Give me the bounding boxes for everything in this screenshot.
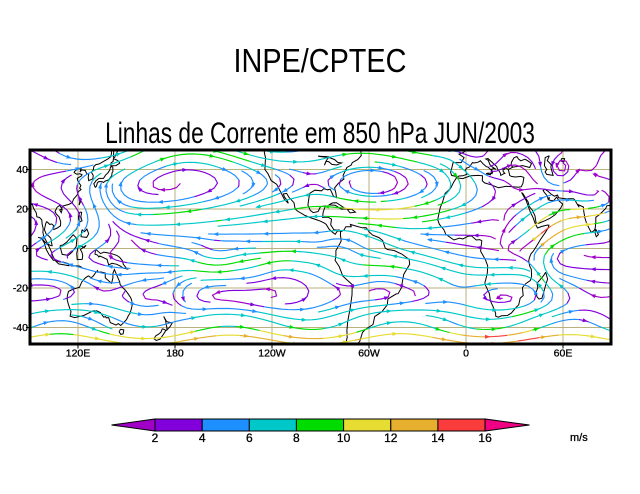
svg-text:-40: -40	[13, 322, 28, 334]
svg-text:4: 4	[199, 431, 206, 445]
svg-text:8: 8	[293, 431, 300, 445]
svg-text:6: 6	[246, 431, 253, 445]
svg-text:120E: 120E	[66, 348, 91, 360]
svg-text:-20: -20	[13, 283, 28, 295]
svg-text:0: 0	[22, 243, 28, 255]
svg-text:60W: 60W	[358, 348, 380, 360]
svg-text:10: 10	[337, 431, 351, 445]
svg-text:m/s: m/s	[570, 432, 588, 444]
svg-text:180: 180	[166, 348, 184, 360]
svg-text:12: 12	[384, 431, 398, 445]
svg-text:120W: 120W	[258, 348, 286, 360]
svg-text:0: 0	[463, 348, 469, 360]
svg-text:2: 2	[152, 431, 159, 445]
svg-text:20: 20	[16, 204, 28, 216]
svg-text:14: 14	[431, 431, 445, 445]
svg-text:16: 16	[478, 431, 492, 445]
svg-text:60E: 60E	[554, 348, 573, 360]
svg-text:40: 40	[16, 164, 28, 176]
